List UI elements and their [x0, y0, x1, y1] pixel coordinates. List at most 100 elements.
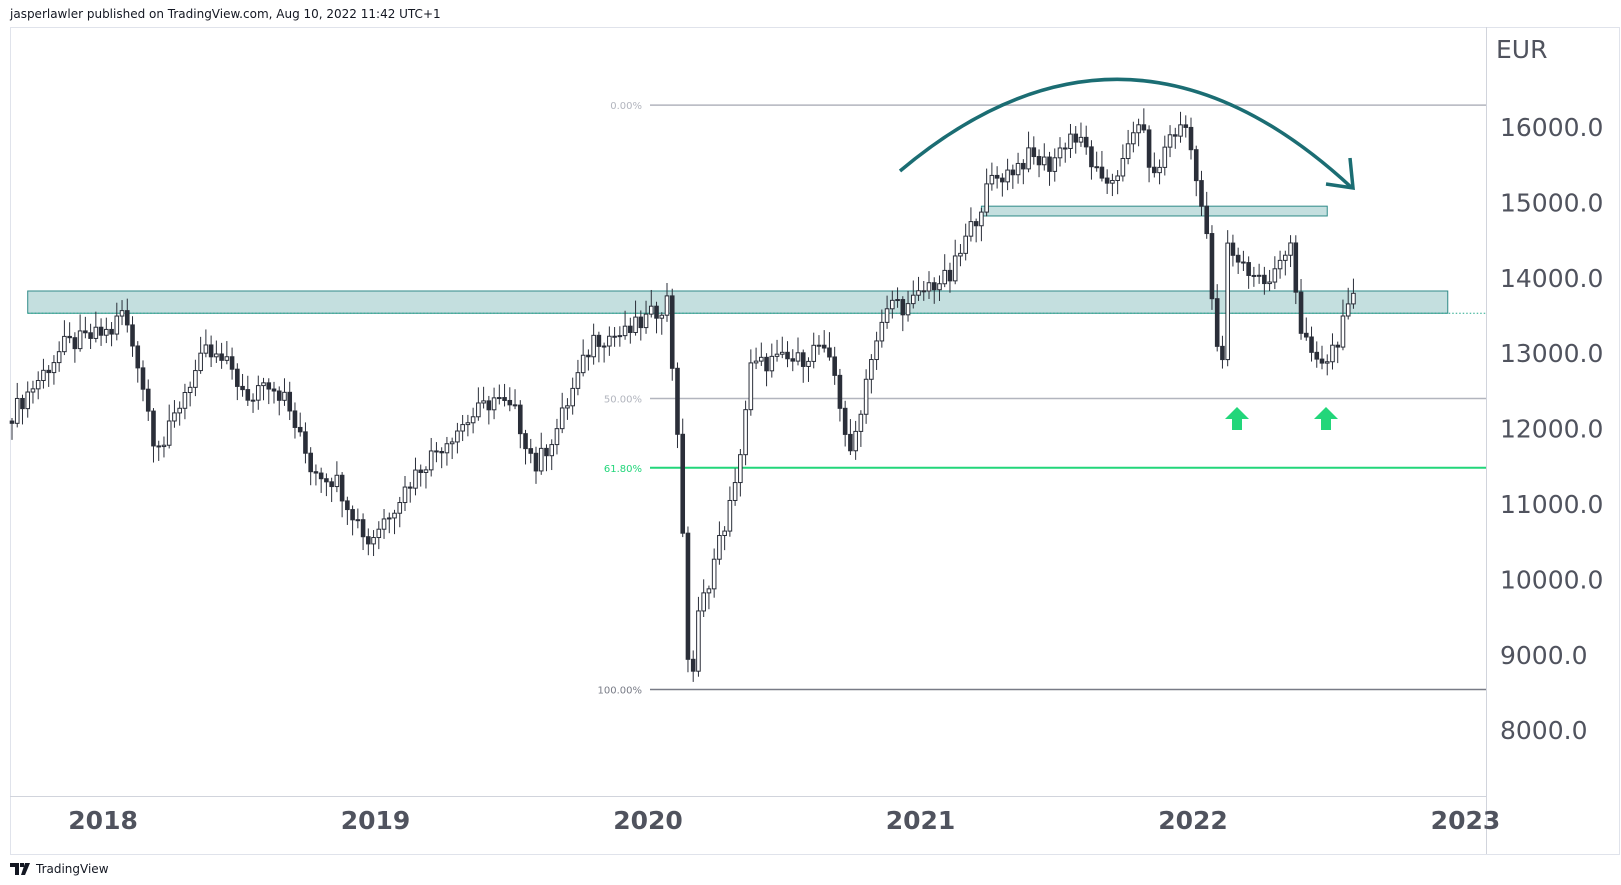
candle-body [727, 499, 733, 532]
candle [874, 331, 879, 370]
candle-body [1262, 274, 1267, 285]
candle [512, 389, 518, 410]
candle [973, 218, 979, 243]
candle [863, 369, 869, 424]
candle-body [648, 305, 654, 315]
tradingview-logo-icon [10, 863, 30, 875]
candle [1036, 149, 1042, 178]
candle [727, 486, 733, 537]
candle-body [1256, 274, 1262, 277]
candle-body [345, 500, 350, 511]
candle [659, 312, 665, 335]
candle-body [1115, 175, 1120, 181]
candle-body [528, 448, 534, 454]
candle-body [979, 211, 984, 227]
candle-body [1172, 134, 1178, 137]
candle-body [1330, 344, 1335, 363]
candle-body [460, 424, 465, 432]
candle-body [30, 388, 36, 393]
candle-body [1199, 180, 1204, 207]
candle [1298, 279, 1304, 340]
candle [476, 387, 481, 421]
candle [491, 387, 497, 420]
higher-low-arrow-1[interactable] [1225, 407, 1249, 430]
candle [884, 295, 890, 329]
candle-body [1340, 315, 1346, 348]
candle [51, 355, 57, 385]
candle-body [806, 360, 811, 367]
candle [1146, 125, 1152, 183]
rounded-top-arc[interactable] [898, 77, 1355, 191]
candle-body [1068, 133, 1073, 149]
candle [1340, 299, 1346, 351]
candle [565, 398, 570, 420]
candle-body [1298, 291, 1304, 334]
candle [455, 422, 460, 454]
candle [591, 323, 596, 365]
candle [1209, 225, 1215, 310]
price-tick-label: 9000.0 [1500, 641, 1587, 670]
candle [1319, 345, 1325, 370]
candle [622, 310, 628, 340]
candle [559, 392, 565, 434]
candle-body [413, 469, 418, 489]
candle-body [1015, 162, 1021, 176]
candle-body [570, 387, 575, 407]
candle [764, 353, 769, 387]
candle-body [774, 353, 780, 357]
candle-body [921, 290, 927, 293]
price-axis[interactable]: 16000.0 15000.0 14000.0 13000.0 12000.0 11000… [1500, 113, 1603, 745]
candle [795, 337, 801, 366]
fib-retracement[interactable]: 0.00% 50.00% 61.80% 100.00% [598, 101, 1487, 696]
candle-body [685, 532, 691, 660]
candle-body [41, 369, 46, 382]
candle [460, 414, 465, 442]
candle [271, 381, 277, 404]
candle [701, 579, 706, 618]
candle [1167, 125, 1173, 158]
candle [208, 335, 214, 368]
candle [696, 596, 701, 677]
candle [41, 358, 46, 389]
candle-body [46, 369, 51, 374]
candle [303, 422, 308, 464]
candle [245, 375, 251, 406]
candle-body [72, 337, 78, 350]
candle-body [690, 658, 696, 672]
candle [35, 371, 41, 400]
candle-body [973, 221, 979, 227]
candle [575, 359, 581, 396]
time-axis[interactable]: 2018 2019 2020 2021 2022 2023 [68, 806, 1500, 835]
resistance-support-zone[interactable] [27, 290, 1449, 314]
candle [324, 473, 329, 497]
candle [56, 341, 62, 372]
price-tick-label: 14000.0 [1500, 264, 1603, 293]
candle [853, 420, 858, 460]
higher-low-arrow-2[interactable] [1314, 407, 1338, 430]
candle [413, 457, 418, 496]
candle-body [1152, 166, 1157, 174]
candle-body [722, 530, 727, 537]
candle-body [355, 519, 361, 522]
candle-body [240, 385, 245, 391]
candle-body [20, 397, 25, 410]
candle [439, 447, 444, 469]
candle-body [98, 326, 104, 336]
candle [1288, 235, 1293, 268]
candle-body [255, 385, 261, 401]
candle-body [874, 340, 879, 361]
candle [140, 360, 146, 402]
candle-body [821, 344, 827, 349]
candle-body [1136, 124, 1141, 134]
candle [1083, 125, 1089, 155]
candle-body [428, 450, 434, 471]
candle-body [140, 367, 146, 390]
top-support-zone[interactable] [980, 205, 1328, 217]
candle-body [145, 388, 151, 412]
candle [67, 322, 72, 344]
candle-body [1167, 134, 1173, 148]
candle-body [926, 282, 932, 292]
candle [523, 429, 528, 465]
arc-line [898, 77, 1353, 189]
